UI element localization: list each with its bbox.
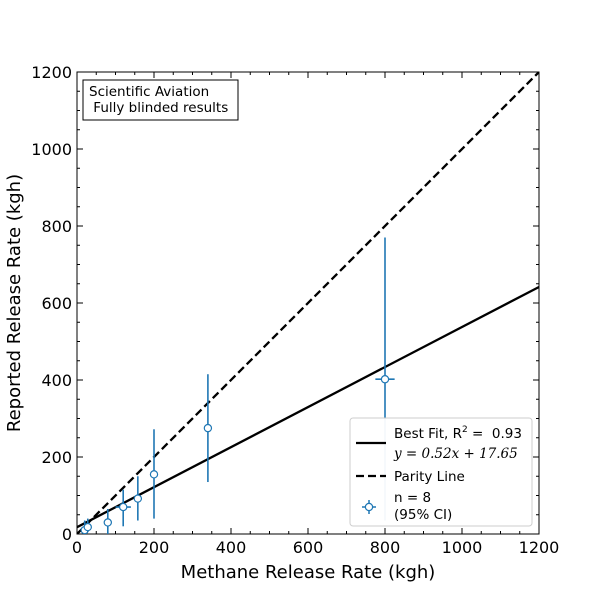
y-tick-label: 600 bbox=[41, 294, 72, 313]
data-point bbox=[133, 476, 143, 521]
x-axis-label: Methane Release Rate (kgh) bbox=[181, 562, 436, 583]
y-tick-label: 1200 bbox=[31, 63, 72, 82]
legend-parity-label: Parity Line bbox=[394, 469, 465, 485]
axis-ticks bbox=[76, 71, 540, 535]
x-tick-labels: 0 200 400 600 800 1000 1200 bbox=[72, 538, 559, 557]
point-marker bbox=[203, 423, 213, 433]
point-marker bbox=[83, 522, 92, 532]
point-marker bbox=[133, 494, 143, 503]
point-marker bbox=[380, 375, 390, 384]
y-tick-label: 0 bbox=[62, 525, 72, 544]
y-tick-label: 400 bbox=[41, 371, 72, 390]
legend-best-fit-label: Best Fit, R2 = 0.93 bbox=[394, 425, 522, 442]
y-tick-label: 200 bbox=[41, 448, 72, 467]
y-tick-labels: 0 200 400 600 800 1000 1200 bbox=[31, 63, 72, 544]
legend-points-label-2: (95% CI) bbox=[394, 507, 452, 523]
annotation-line-1: Scientific Aviation bbox=[89, 84, 209, 100]
y-tick-label: 800 bbox=[41, 217, 72, 236]
annotation-line-2: Fully blinded results bbox=[89, 100, 228, 116]
y-axis-label: Reported Release Rate (kgh) bbox=[4, 174, 25, 432]
data-point bbox=[83, 518, 92, 533]
annotation-box: Scientific Aviation Fully blinded result… bbox=[82, 79, 239, 121]
data-point bbox=[103, 508, 113, 534]
legend: Best Fit, R2 = 0.93 y = 0.52x + 17.65 Pa… bbox=[349, 417, 533, 527]
data-point bbox=[115, 489, 131, 527]
legend-best-fit-equation: y = 0.52x + 17.65 bbox=[393, 446, 518, 462]
x-tick-label: 800 bbox=[370, 538, 401, 557]
x-tick-label: 600 bbox=[293, 538, 324, 557]
x-tick-label: 1000 bbox=[442, 538, 483, 557]
point-marker bbox=[149, 470, 159, 479]
point-marker bbox=[103, 518, 113, 527]
legend-points-label-1: n = 8 bbox=[394, 490, 431, 506]
data-point bbox=[149, 429, 159, 519]
x-tick-label: 200 bbox=[139, 538, 170, 557]
x-tick-label: 400 bbox=[216, 538, 247, 557]
y-tick-label: 1000 bbox=[31, 140, 72, 159]
data-points bbox=[80, 237, 395, 534]
point-marker bbox=[118, 502, 128, 512]
data-point bbox=[203, 374, 213, 483]
x-tick-label: 1200 bbox=[519, 538, 560, 557]
legend-points-swatch bbox=[362, 500, 376, 514]
x-tick-label: 0 bbox=[72, 538, 82, 557]
